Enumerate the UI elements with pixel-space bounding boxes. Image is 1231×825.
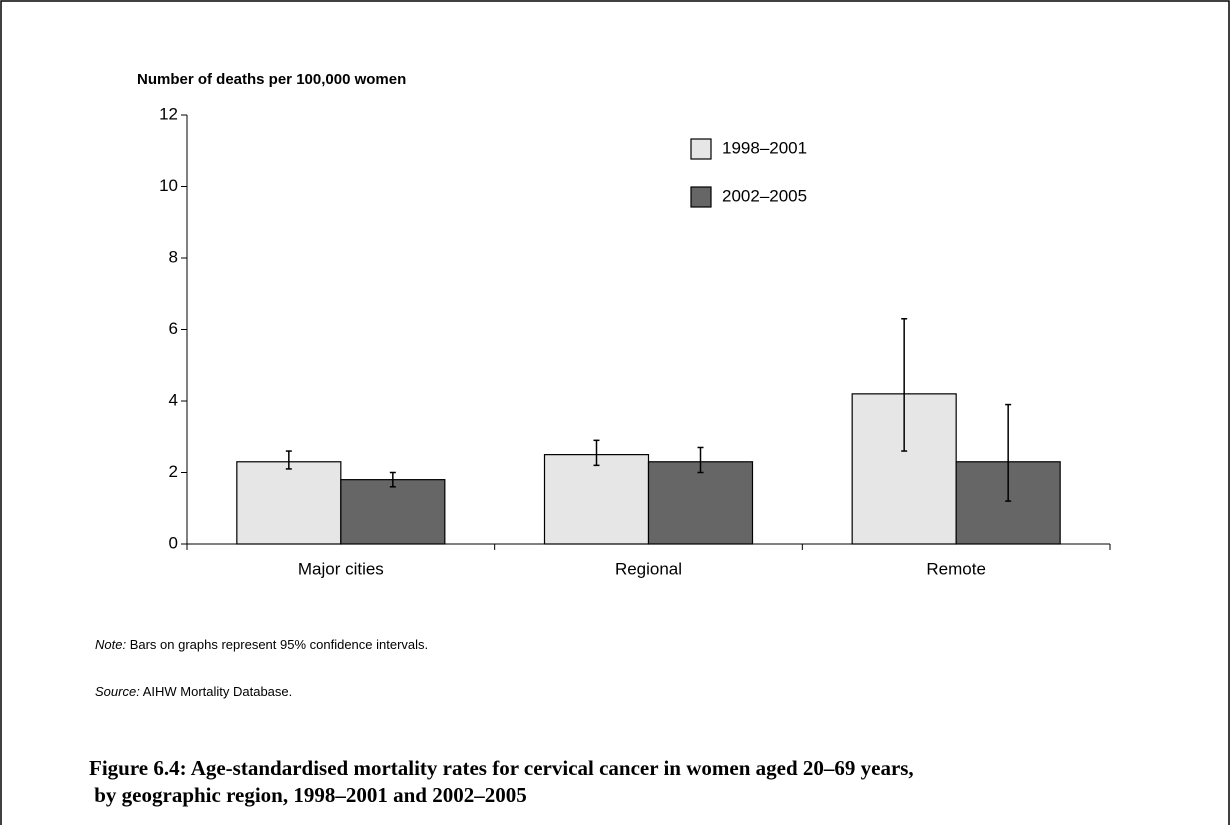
legend-label: 2002–2005 bbox=[722, 186, 807, 205]
note: Note: Bars on graphs represent 95% confi… bbox=[95, 637, 428, 652]
y-tick-label: 8 bbox=[169, 247, 178, 266]
x-tick-label: Remote bbox=[926, 559, 986, 578]
y-tick-label: 12 bbox=[159, 104, 178, 123]
source-text: AIHW Mortality Database. bbox=[140, 684, 292, 699]
source: Source: AIHW Mortality Database. bbox=[95, 684, 292, 699]
bar bbox=[543, 454, 650, 545]
y-tick-label: 0 bbox=[169, 533, 178, 552]
bar bbox=[340, 479, 446, 545]
legend-label: 1998–2001 bbox=[722, 138, 807, 157]
caption-line: by geographic region, 1998–2001 and 2002… bbox=[89, 783, 527, 807]
y-axis-title: Number of deaths per 100,000 women bbox=[137, 71, 406, 88]
legend-swatch bbox=[690, 138, 712, 160]
y-tick-label: 4 bbox=[169, 390, 178, 409]
legend-swatch bbox=[690, 186, 712, 208]
y-tick-label: 2 bbox=[169, 462, 178, 481]
bar bbox=[236, 461, 342, 545]
y-tick-label: 10 bbox=[159, 176, 178, 195]
caption-line: Figure 6.4: Age-standardised mortality r… bbox=[89, 756, 914, 780]
bar bbox=[647, 461, 754, 545]
note-text: Bars on graphs represent 95% confidence … bbox=[126, 637, 428, 652]
source-label: Source: bbox=[95, 684, 140, 699]
x-tick-label: Regional bbox=[615, 559, 682, 578]
y-tick-label: 6 bbox=[169, 319, 178, 338]
note-label: Note: bbox=[95, 637, 126, 652]
x-tick-label: Major cities bbox=[298, 559, 384, 578]
